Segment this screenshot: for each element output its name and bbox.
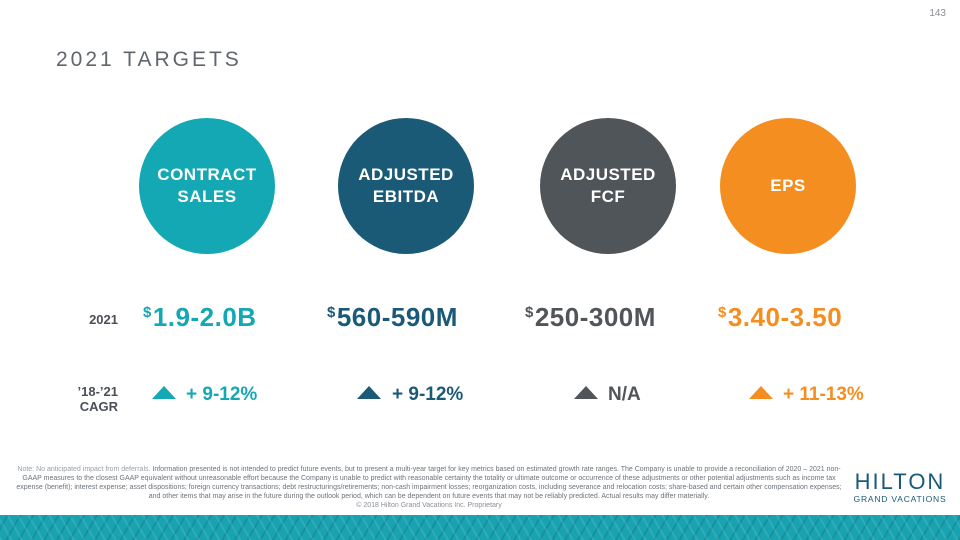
adjusted-ebitda-value: $560-590M bbox=[327, 302, 458, 333]
triangle-up-icon bbox=[357, 386, 381, 399]
logo-sub-text: GRAND VACATIONS bbox=[853, 494, 947, 504]
currency-symbol: $ bbox=[525, 304, 534, 321]
eps-value: $3.40-3.50 bbox=[718, 302, 842, 333]
contract-sales-label: CONTRACT SALES bbox=[157, 165, 257, 206]
adjusted-ebitda-cagr: + 9-12% bbox=[392, 384, 464, 405]
footnote-lead: Note: No anticipated impact from deferra… bbox=[17, 466, 151, 473]
adjusted-fcf-target: 250-300M bbox=[534, 302, 656, 332]
currency-symbol: $ bbox=[327, 304, 336, 321]
decorative-bottom-band bbox=[0, 515, 960, 540]
adjusted-fcf-circle: ADJUSTED FCF bbox=[540, 118, 676, 254]
adjusted-fcf-label: ADJUSTED FCF bbox=[560, 165, 656, 206]
triangle-up-icon bbox=[152, 386, 176, 399]
contract-sales-cagr: + 9-12% bbox=[186, 384, 258, 405]
adjusted-fcf-cagr: N/A bbox=[608, 384, 641, 405]
adjusted-ebitda-circle: ADJUSTED EBITDA bbox=[338, 118, 474, 254]
adjusted-ebitda-label: ADJUSTED EBITDA bbox=[358, 165, 454, 206]
adjusted-ebitda-target: 560-590M bbox=[336, 302, 458, 332]
currency-symbol: $ bbox=[143, 304, 152, 321]
triangle-up-icon bbox=[749, 386, 773, 399]
copyright: © 2018 Hilton Grand Vacations Inc. Propr… bbox=[356, 502, 502, 509]
cagr-row-label: ’18-’21 CAGR bbox=[77, 384, 118, 414]
eps-circle: EPS bbox=[720, 118, 856, 254]
contract-sales-value: $1.9-2.0B bbox=[143, 302, 257, 333]
triangle-up-icon bbox=[574, 386, 598, 399]
hilton-grand-vacations-logo: HILTON GRAND VACATIONS bbox=[852, 470, 948, 505]
eps-cagr: + 11-13% bbox=[783, 384, 864, 405]
footnote-body: Information presented is not intended to… bbox=[16, 466, 842, 500]
adjusted-fcf-value: $250-300M bbox=[525, 302, 656, 333]
page-title: 2021 TARGETS bbox=[56, 48, 242, 72]
logo-main-text: HILTON bbox=[854, 469, 946, 494]
contract-sales-circle: CONTRACT SALES bbox=[139, 118, 275, 254]
year-row-label: 2021 bbox=[89, 312, 118, 327]
eps-label: EPS bbox=[770, 176, 806, 195]
contract-sales-target: 1.9-2.0B bbox=[152, 302, 257, 332]
page-number: 143 bbox=[929, 8, 946, 19]
currency-symbol: $ bbox=[718, 304, 727, 321]
footnote: Note: No anticipated impact from deferra… bbox=[16, 465, 842, 510]
eps-target: 3.40-3.50 bbox=[727, 302, 843, 332]
